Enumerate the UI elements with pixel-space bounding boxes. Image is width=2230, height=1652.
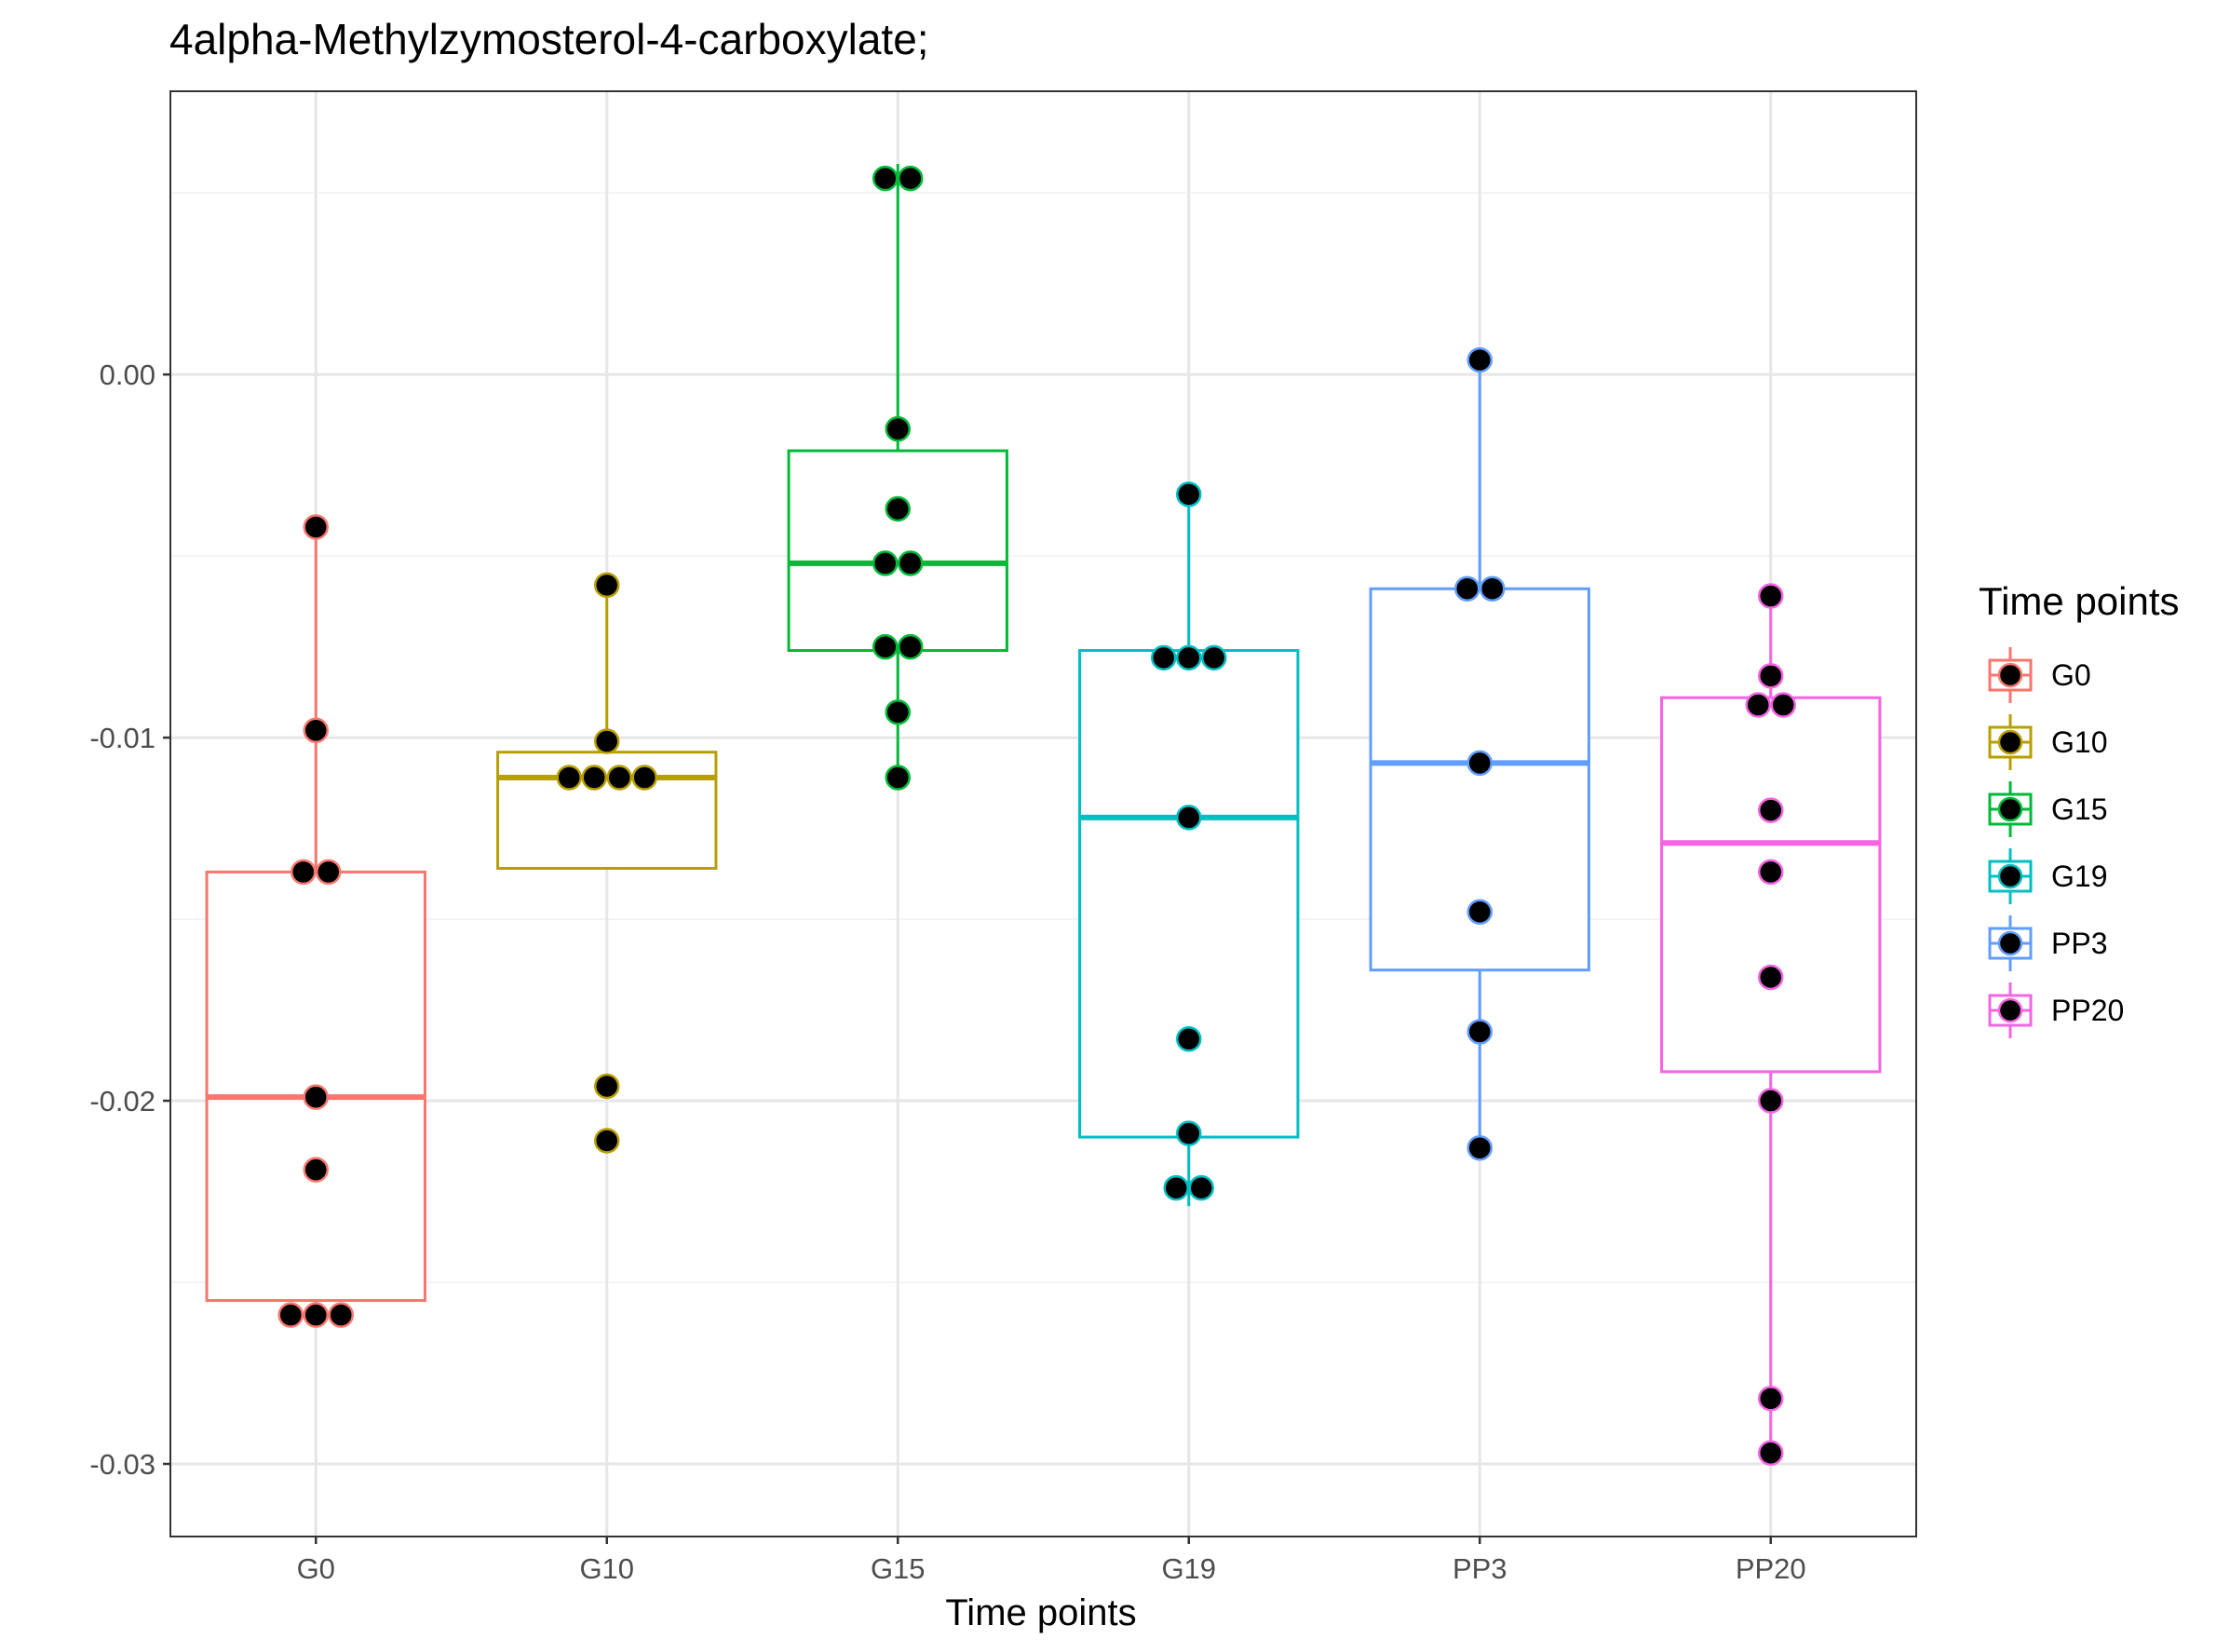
x-tick-label: PP3 [1453, 1552, 1507, 1585]
box-g0 [205, 514, 426, 1328]
data-point [1480, 575, 1506, 602]
legend-label: G19 [2051, 860, 2107, 893]
data-point [872, 550, 899, 576]
box-pp20 [1660, 583, 1882, 1467]
box-g15 [787, 163, 1008, 791]
box-body [787, 449, 1008, 653]
data-point [1758, 1440, 1784, 1467]
data-point [303, 1157, 329, 1183]
data-point [594, 1073, 620, 1100]
data-point [1176, 1026, 1202, 1052]
data-point [556, 765, 582, 791]
y-tick-label: -0.03 [89, 1448, 155, 1481]
legend-key-point [1997, 796, 2023, 822]
box-pp3 [1369, 346, 1590, 1161]
data-point [303, 1084, 329, 1110]
y-tick-label: -0.01 [89, 722, 155, 754]
data-point [303, 1302, 329, 1328]
data-point [1176, 1120, 1202, 1146]
data-point [328, 1302, 354, 1328]
data-point [1188, 1174, 1214, 1201]
legend-item-g15: G15 [1986, 781, 2107, 837]
legend-label: G15 [2051, 792, 2107, 826]
data-point [1758, 583, 1784, 609]
data-point [1758, 964, 1784, 991]
data-point [1466, 1135, 1493, 1161]
data-point [872, 633, 899, 660]
legend-title: Time points [1979, 579, 2180, 623]
data-point [898, 550, 924, 576]
data-point [631, 765, 657, 791]
data-point [594, 572, 620, 599]
data-point [606, 765, 632, 791]
data-point [898, 165, 924, 192]
data-point [1770, 692, 1796, 718]
plot-area: 0.00 -0.01 -0.02 -0.03 G0 G10 G15 G19 PP3 PP20 [89, 90, 1917, 1585]
data-point [316, 859, 342, 886]
data-point [291, 859, 317, 886]
legend-key-point [1997, 930, 2023, 956]
data-point [1176, 644, 1202, 671]
legend-item-g0: G0 [1986, 647, 2091, 703]
data-point [1745, 692, 1771, 718]
legend-item-pp20: PP20 [1986, 982, 2124, 1038]
x-tick-label: G19 [1161, 1552, 1216, 1585]
box-body [496, 751, 718, 870]
data-point [594, 728, 620, 754]
data-point [1466, 899, 1493, 926]
data-point [885, 415, 911, 442]
legend-label: PP20 [2051, 994, 2124, 1027]
data-point [885, 699, 911, 725]
data-point [872, 165, 899, 192]
legend-key-point [1997, 863, 2023, 889]
plot-border [169, 90, 1917, 1537]
data-point [303, 514, 329, 540]
box-g19 [1078, 481, 1300, 1207]
x-tick-label: G15 [871, 1552, 926, 1585]
data-point [1466, 750, 1493, 777]
box-g10 [496, 572, 718, 1154]
legend-label: G10 [2051, 725, 2107, 759]
data-point [1758, 1386, 1784, 1412]
chart-title: 4alpha-Methylzymosterol-4-carboxylate; [169, 15, 929, 63]
legend-key-point [1997, 729, 2023, 755]
data-point [1163, 1174, 1189, 1201]
legend-key-point [1997, 997, 2023, 1023]
legend: Time points G0 G10 G15 G19 PP3 PP20 [1979, 579, 2180, 1038]
x-tick-label: G10 [579, 1552, 634, 1585]
data-point [1758, 797, 1784, 823]
data-point [1201, 644, 1227, 671]
y-tick-label: -0.02 [89, 1085, 155, 1117]
data-point [1758, 663, 1784, 689]
legend-label: PP3 [2051, 927, 2107, 960]
data-point [1758, 859, 1784, 886]
data-point [581, 765, 607, 791]
data-point [885, 495, 911, 522]
data-point [1176, 481, 1202, 508]
data-point [1151, 644, 1177, 671]
legend-key-point [1997, 662, 2023, 688]
legend-item-g10: G10 [1986, 714, 2107, 770]
box-body [1078, 649, 1300, 1139]
data-point [885, 765, 911, 791]
data-point [1758, 1088, 1784, 1114]
data-point [594, 1128, 620, 1154]
data-point [303, 717, 329, 744]
x-axis-title: Time points [945, 1592, 1136, 1633]
x-tick-label: G0 [297, 1552, 335, 1585]
data-point [277, 1302, 304, 1328]
legend-item-pp3: PP3 [1986, 915, 2107, 971]
data-point [1466, 346, 1493, 373]
data-point [1466, 1019, 1493, 1045]
data-point [1454, 575, 1480, 602]
plot-background [170, 91, 1916, 1537]
legend-label: G0 [2051, 658, 2091, 692]
y-tick-label: 0.00 [100, 359, 155, 391]
legend-item-g19: G19 [1986, 848, 2107, 904]
data-point [898, 633, 924, 660]
x-tick-label: PP20 [1736, 1552, 1806, 1585]
data-point [1176, 805, 1202, 831]
